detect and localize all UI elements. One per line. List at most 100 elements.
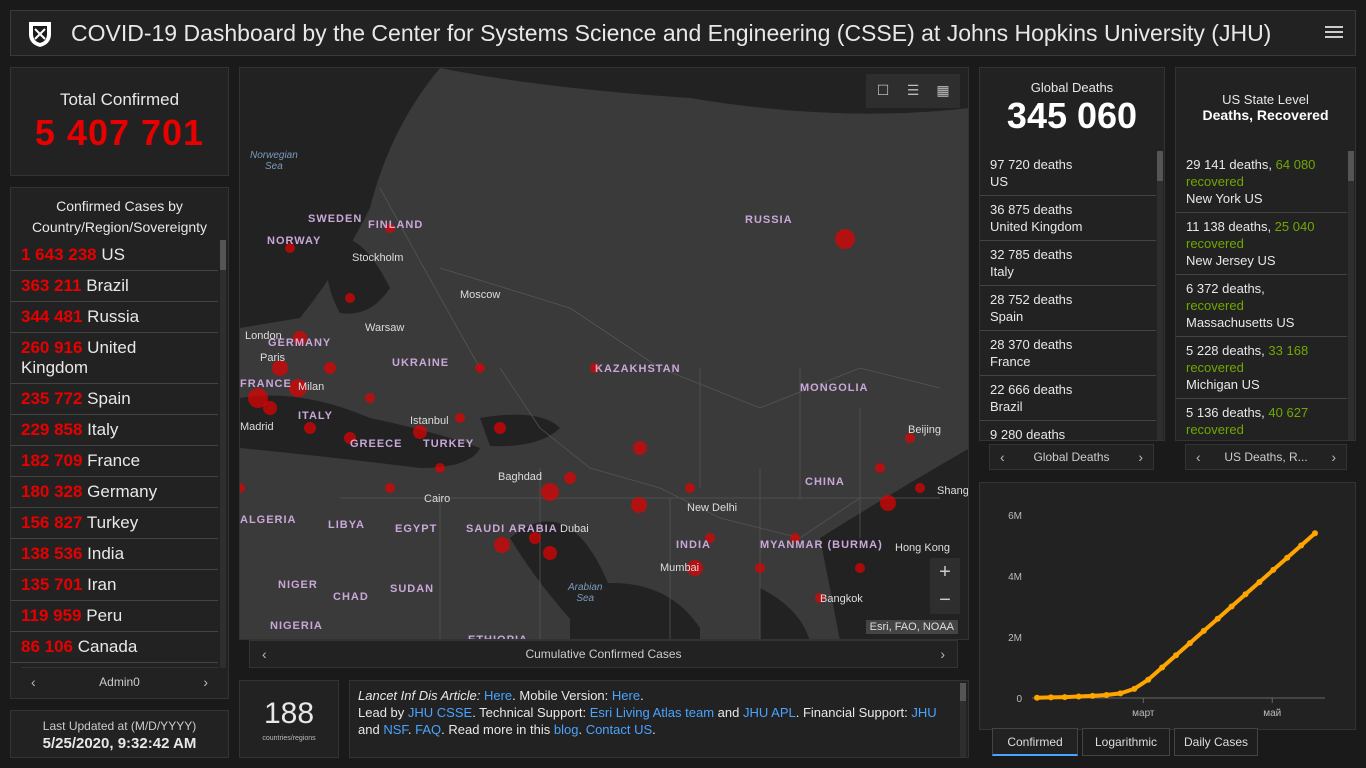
list-item[interactable]: 6 372 deaths, recovered Massachusetts US bbox=[1176, 275, 1347, 337]
case-circle[interactable] bbox=[435, 463, 445, 473]
article-link[interactable]: Here bbox=[483, 688, 513, 703]
list-item[interactable]: 235 772 Spain bbox=[11, 384, 218, 415]
zoom-in-button[interactable]: + bbox=[939, 561, 951, 583]
case-circle[interactable] bbox=[413, 425, 427, 439]
list-item[interactable]: 363 211 Brazil bbox=[11, 271, 218, 302]
bookmark-icon[interactable]: ☐ bbox=[876, 82, 890, 98]
list-item[interactable]: 9 280 deaths bbox=[980, 421, 1156, 440]
jhu-link[interactable]: JHU bbox=[911, 705, 937, 720]
list-item[interactable]: 138 536 India bbox=[11, 539, 218, 570]
case-circle[interactable] bbox=[529, 532, 541, 544]
tab-confirmed[interactable]: Confirmed bbox=[992, 728, 1078, 756]
case-circle[interactable] bbox=[263, 401, 277, 415]
list-item[interactable]: 229 858 Italy bbox=[11, 415, 218, 446]
chevron-right-icon[interactable]: › bbox=[940, 646, 945, 662]
case-circle[interactable] bbox=[248, 388, 268, 408]
case-circle[interactable] bbox=[285, 243, 295, 253]
chevron-left-icon[interactable]: ‹ bbox=[31, 674, 36, 690]
case-circle[interactable] bbox=[293, 331, 307, 345]
case-circle[interactable] bbox=[543, 546, 557, 560]
case-circle[interactable] bbox=[855, 563, 865, 573]
list-icon[interactable]: ☰ bbox=[906, 82, 920, 98]
list-item[interactable]: 156 827 Turkey bbox=[11, 508, 218, 539]
case-circle[interactable] bbox=[905, 433, 915, 443]
case-circle[interactable] bbox=[815, 593, 825, 603]
case-circle[interactable] bbox=[455, 413, 465, 423]
case-circle[interactable] bbox=[240, 483, 245, 493]
country-list[interactable]: 1 643 238 US 363 211 Brazil 344 481 Russia… bbox=[11, 240, 218, 668]
case-circle[interactable] bbox=[344, 432, 356, 444]
contact-link[interactable]: Contact US bbox=[585, 722, 653, 737]
menu-icon[interactable] bbox=[1325, 23, 1343, 41]
list-item[interactable]: 135 701 Iran bbox=[11, 570, 218, 601]
case-circle[interactable] bbox=[687, 560, 703, 576]
list-item[interactable]: 22 666 deaths Brazil bbox=[980, 376, 1156, 421]
case-circle[interactable] bbox=[564, 472, 576, 484]
list-item[interactable]: 260 916 United Kingdom bbox=[11, 333, 218, 384]
chevron-left-icon[interactable]: ‹ bbox=[1196, 449, 1201, 465]
us-state-list[interactable]: 29 141 deaths, 64 080 recovered New York U… bbox=[1176, 151, 1347, 440]
case-circle[interactable] bbox=[755, 563, 765, 573]
chevron-left-icon[interactable]: ‹ bbox=[1000, 449, 1005, 465]
zoom-out-button[interactable]: − bbox=[939, 589, 951, 611]
case-circle[interactable] bbox=[633, 441, 647, 455]
case-circle[interactable] bbox=[272, 360, 288, 376]
chevron-right-icon[interactable]: › bbox=[1331, 449, 1336, 465]
list-item[interactable]: 29 141 deaths, 64 080 recovered New York U… bbox=[1176, 151, 1347, 213]
jhu-apl-link[interactable]: JHU APL bbox=[743, 705, 796, 720]
mobile-link[interactable]: Here bbox=[611, 688, 641, 703]
case-circle[interactable] bbox=[875, 463, 885, 473]
list-item[interactable]: 182 709 France bbox=[11, 446, 218, 477]
nsf-link[interactable]: NSF bbox=[383, 722, 408, 737]
case-circle[interactable] bbox=[324, 362, 336, 374]
chevron-right-icon[interactable]: › bbox=[1138, 449, 1143, 465]
case-circle[interactable] bbox=[494, 537, 510, 553]
case-circle[interactable] bbox=[915, 483, 925, 493]
list-item[interactable]: 11 138 deaths, 25 040 recovered New Jersey… bbox=[1176, 213, 1347, 275]
list-item[interactable]: 86 106 Canada bbox=[11, 632, 218, 663]
case-circle[interactable] bbox=[304, 422, 316, 434]
list-item[interactable]: 119 959 Peru bbox=[11, 601, 218, 632]
case-circle[interactable] bbox=[345, 293, 355, 303]
case-circle[interactable] bbox=[631, 497, 647, 513]
country-list-scrollbar[interactable] bbox=[220, 240, 226, 668]
list-item[interactable]: 36 875 deaths United Kingdom bbox=[980, 196, 1156, 241]
case-circle[interactable] bbox=[685, 483, 695, 493]
case-circle[interactable] bbox=[475, 363, 485, 373]
list-item[interactable]: 5 136 deaths, 40 627recoveredPennsylvani… bbox=[1176, 399, 1347, 440]
info-scrollbar[interactable] bbox=[960, 683, 966, 757]
blog-link[interactable]: blog bbox=[553, 722, 579, 737]
case-circle[interactable] bbox=[289, 379, 307, 397]
case-circle[interactable] bbox=[365, 393, 375, 403]
list-item[interactable]: 1 643 238 US bbox=[11, 240, 218, 271]
chevron-left-icon[interactable]: ‹ bbox=[262, 646, 267, 662]
esri-link[interactable]: Esri Living Atlas team bbox=[589, 705, 715, 720]
case-circle[interactable] bbox=[880, 495, 896, 511]
list-item[interactable]: 344 481 Russia bbox=[11, 302, 218, 333]
list-item[interactable]: 5 228 deaths, 33 168 recovered Michigan US bbox=[1176, 337, 1347, 399]
case-circle[interactable] bbox=[385, 223, 395, 233]
case-circle[interactable] bbox=[590, 363, 600, 373]
list-item[interactable]: 97 720 deaths US bbox=[980, 151, 1156, 196]
case-circle[interactable] bbox=[705, 533, 715, 543]
jhu-csse-link[interactable]: JHU CSSE bbox=[407, 705, 473, 720]
case-circle[interactable] bbox=[541, 483, 559, 501]
chevron-right-icon[interactable]: › bbox=[203, 674, 208, 690]
deaths-scrollbar[interactable] bbox=[1157, 151, 1163, 440]
list-item[interactable]: 28 370 deaths France bbox=[980, 331, 1156, 376]
case-circle[interactable] bbox=[385, 483, 395, 493]
case-circle[interactable] bbox=[494, 422, 506, 434]
list-item[interactable]: 32 785 deaths Italy bbox=[980, 241, 1156, 286]
us-state-scrollbar[interactable] bbox=[1348, 151, 1354, 440]
case-circle[interactable] bbox=[790, 533, 800, 543]
tab-logarithmic[interactable]: Logarithmic bbox=[1082, 728, 1170, 756]
case-circle[interactable] bbox=[835, 229, 855, 249]
list-item[interactable]: 28 752 deaths Spain bbox=[980, 286, 1156, 331]
grid-icon[interactable]: ▦ bbox=[936, 82, 950, 98]
tab-daily-cases[interactable]: Daily Cases bbox=[1174, 728, 1258, 756]
map-view[interactable]: ☐ ☰ ▦ SWEDEN FINLAND NORWAY RUSSIA GERMANY UK… bbox=[239, 67, 969, 640]
faq-link[interactable]: FAQ bbox=[415, 722, 442, 737]
list-item[interactable]: 180 328 Germany bbox=[11, 477, 218, 508]
deaths-list[interactable]: 97 720 deaths US 36 875 deaths United Kingd… bbox=[980, 151, 1156, 440]
case-circles[interactable] bbox=[240, 223, 925, 603]
